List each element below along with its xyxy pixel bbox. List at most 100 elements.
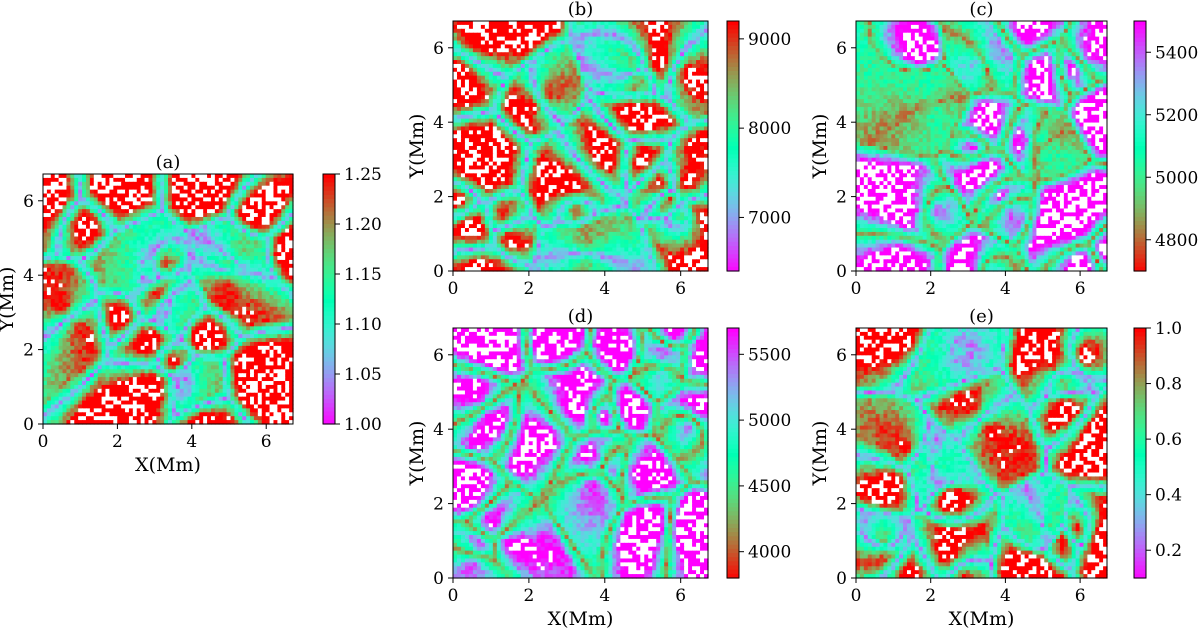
heatmap-cell	[175, 224, 181, 230]
heatmap-cell	[113, 341, 118, 347]
heatmap-cell	[285, 205, 290, 210]
heatmap-cell	[183, 349, 189, 355]
heatmap-cell	[101, 377, 107, 382]
heatmap-cell	[210, 279, 216, 284]
heatmap-cell	[113, 283, 118, 288]
heatmap-cell	[273, 420, 278, 425]
heatmap-cell	[50, 259, 56, 265]
heatmap-cell	[144, 271, 150, 277]
heatmap-cell	[281, 338, 286, 343]
heatmap-cell	[187, 291, 193, 296]
heatmap-cell	[97, 392, 103, 398]
heatmap-cell	[281, 177, 286, 183]
heatmap-cell	[222, 420, 228, 425]
heatmap-cell	[43, 189, 48, 195]
heatmap-cell	[160, 365, 165, 370]
heatmap-cell	[171, 306, 177, 312]
heatmap-cell	[246, 259, 251, 265]
heatmap-cell	[164, 193, 169, 199]
heatmap-cell	[46, 369, 52, 374]
heatmap-cell	[520, 56, 526, 61]
heatmap-cell	[43, 306, 48, 312]
heatmap-cell	[492, 63, 498, 69]
heatmap-cell	[640, 28, 645, 34]
heatmap-cell	[226, 384, 232, 390]
heatmap-cell	[136, 338, 142, 343]
heatmap-cell	[253, 369, 259, 374]
heatmap-cell	[652, 21, 657, 26]
heatmap-cell	[136, 326, 142, 331]
heatmap-cell	[218, 306, 224, 312]
heatmap-cell	[46, 181, 52, 187]
heatmap-cell	[588, 48, 594, 53]
heatmap-cell	[171, 357, 177, 363]
heatmap-cell	[121, 396, 126, 402]
heatmap-cell	[600, 52, 605, 57]
heatmap-cell	[512, 32, 518, 38]
heatmap-cell	[672, 32, 677, 38]
heatmap-cell	[269, 185, 275, 191]
heatmap-cell	[696, 48, 701, 53]
heatmap-cell	[58, 205, 64, 210]
heatmap-cell	[620, 44, 625, 49]
heatmap-cell	[168, 197, 173, 202]
heatmap-cell	[560, 44, 566, 49]
heatmap-cell	[644, 21, 649, 26]
heatmap-cell	[656, 48, 661, 53]
heatmap-cell	[246, 345, 251, 351]
heatmap-cell	[230, 287, 236, 292]
heatmap-cell	[160, 232, 165, 238]
heatmap-cell	[54, 256, 60, 261]
heatmap-cell	[218, 408, 224, 413]
heatmap-cell	[604, 36, 609, 42]
heatmap-cell	[43, 361, 48, 367]
heatmap-cell	[210, 271, 216, 277]
heatmap-cell	[464, 21, 470, 26]
heatmap-cell	[113, 330, 118, 335]
heatmap-cell	[664, 63, 669, 69]
heatmap-cell	[70, 205, 75, 210]
heatmap-cell	[238, 283, 243, 288]
heatmap-cell	[285, 232, 290, 238]
heatmap-cell	[700, 21, 705, 26]
heatmap-cell	[93, 420, 99, 425]
heatmap-cell	[121, 306, 126, 312]
heatmap-cell	[171, 388, 177, 394]
heatmap-cell	[230, 205, 236, 210]
heatmap-cell	[480, 52, 486, 57]
heatmap-cell	[234, 267, 239, 273]
heatmap-cell	[664, 52, 669, 57]
heatmap-cell	[175, 216, 181, 222]
heatmap-cell	[54, 369, 60, 374]
heatmap-cell	[285, 193, 290, 199]
heatmap-cell	[580, 44, 586, 49]
heatmap-cell	[664, 24, 669, 30]
heatmap-cell	[62, 361, 68, 367]
heatmap-cell	[125, 357, 130, 363]
heatmap-cell	[600, 48, 605, 53]
heatmap-cell	[78, 271, 83, 277]
heatmap-cell	[230, 240, 236, 245]
heatmap-cell	[43, 408, 48, 413]
heatmap-cell	[676, 24, 681, 30]
heatmap-cell	[125, 213, 130, 218]
heatmap-cell	[179, 420, 185, 425]
heatmap-cell	[144, 314, 150, 320]
heatmap-cell	[179, 244, 185, 249]
heatmap-cell	[132, 416, 138, 421]
heatmap-cell	[132, 396, 138, 402]
heatmap-cell	[187, 279, 193, 284]
heatmap-cell	[191, 279, 196, 284]
heatmap-cell	[140, 384, 146, 390]
heatmap-cell	[648, 36, 653, 42]
heatmap-cell	[191, 174, 196, 179]
heatmap-cell	[226, 236, 232, 242]
heatmap-cell	[195, 334, 200, 339]
heatmap-cell	[160, 181, 165, 187]
heatmap-cell	[273, 400, 278, 406]
heatmap-cell	[132, 252, 138, 257]
heatmap-cell	[195, 263, 200, 269]
heatmap-cell	[89, 330, 95, 335]
heatmap-cell	[624, 36, 629, 42]
heatmap-cell	[620, 52, 625, 57]
